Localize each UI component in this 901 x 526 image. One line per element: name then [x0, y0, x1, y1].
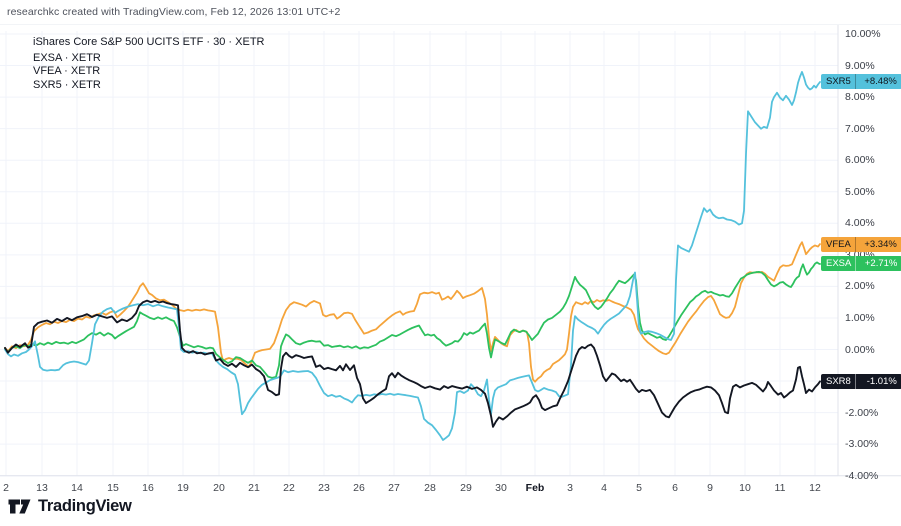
time-axis-label: Feb [525, 482, 545, 494]
legend-item-3[interactable]: SXR5 · XETR [33, 78, 101, 91]
time-axis-label: 15 [107, 482, 119, 494]
time-axis-label: 10 [739, 482, 751, 494]
price-axis-label: 4.00% [845, 217, 875, 230]
price-axis-label: 7.00% [845, 122, 875, 135]
price-label-ticker: SXR5 [821, 74, 856, 90]
tradingview-logo-icon[interactable] [8, 498, 31, 515]
price-label-SXR5: SXR5 +8.48% [821, 74, 901, 90]
time-axis-label: 11 [774, 482, 786, 494]
time-axis-label: 3 [567, 482, 573, 494]
price-label-value: +3.34% [864, 238, 897, 250]
series-line-VFEA[interactable] [4, 241, 821, 383]
series-line-EXSA[interactable] [4, 261, 821, 379]
price-label-EXSA: EXSA +2.71% [821, 256, 901, 272]
price-axis-label: 0.00% [845, 343, 875, 356]
price-axis-label: 5.00% [845, 185, 875, 198]
time-axis-label: 26 [353, 482, 365, 494]
tradingview-logo-text[interactable]: TradingView [38, 497, 132, 515]
time-axis-label: 30 [495, 482, 507, 494]
legend-item-0[interactable]: iShares Core S&P 500 UCITS ETF · 30 · XE… [33, 36, 265, 48]
time-axis-label: 9 [707, 482, 713, 494]
time-axis-label: 21 [248, 482, 260, 494]
chart-canvas[interactable] [0, 25, 901, 479]
time-axis-label: 19 [177, 482, 189, 494]
price-axis-label: -2.00% [845, 406, 879, 419]
time-axis-label: 23 [318, 482, 330, 494]
footer: TradingView [8, 497, 132, 516]
time-axis-label: 6 [672, 482, 678, 494]
time-axis-label: 27 [388, 482, 400, 494]
series-line-SXR5[interactable] [4, 71, 821, 441]
time-axis-label: 12 [809, 482, 821, 494]
time-axis-label: 5 [636, 482, 642, 494]
time-axis-label: 4 [601, 482, 607, 494]
time-axis-label: 14 [71, 482, 83, 494]
series-line-SXR8[interactable] [4, 299, 821, 428]
price-axis-label: 6.00% [845, 154, 875, 167]
price-label-value: -1.01% [866, 375, 897, 387]
legend-item-2[interactable]: VFEA · XETR [33, 65, 101, 77]
price-label-ticker: VFEA [821, 236, 856, 252]
price-axis-label: 2.00% [845, 280, 875, 293]
time-axis-label: 28 [424, 482, 436, 494]
chart-area[interactable]: iShares Core S&P 500 UCITS ETF · 30 · XE… [0, 24, 901, 494]
price-label-value: +2.71% [864, 258, 898, 270]
price-label-SXR8: SXR8 -1.01% [821, 373, 901, 389]
price-axis-label: 1.00% [845, 311, 875, 324]
attribution-text: researchkc created with TradingView.com,… [7, 6, 341, 18]
time-axis-label: 22 [283, 482, 295, 494]
price-axis-label: 8.00% [845, 91, 875, 104]
time-axis-label: 13 [36, 482, 48, 494]
price-axis-label: 9.00% [845, 59, 875, 72]
time-axis-label: 2 [3, 482, 9, 494]
price-label-VFEA: VFEA +3.34% [821, 236, 901, 252]
price-label-ticker: SXR8 [821, 373, 856, 389]
price-label-ticker: EXSA [821, 256, 857, 272]
legend: iShares Core S&P 500 UCITS ETF · 30 · XE… [33, 36, 264, 92]
time-axis-label: 20 [213, 482, 225, 494]
price-axis-label: -4.00% [845, 469, 879, 482]
price-axis-label: -3.00% [845, 438, 879, 451]
price-label-value: +8.48% [864, 76, 897, 88]
time-axis-label: 16 [142, 482, 154, 494]
price-axis-label: 10.00% [845, 28, 881, 40]
legend-item-1[interactable]: EXSA · XETR [33, 51, 101, 64]
time-axis-label: 29 [460, 482, 472, 494]
